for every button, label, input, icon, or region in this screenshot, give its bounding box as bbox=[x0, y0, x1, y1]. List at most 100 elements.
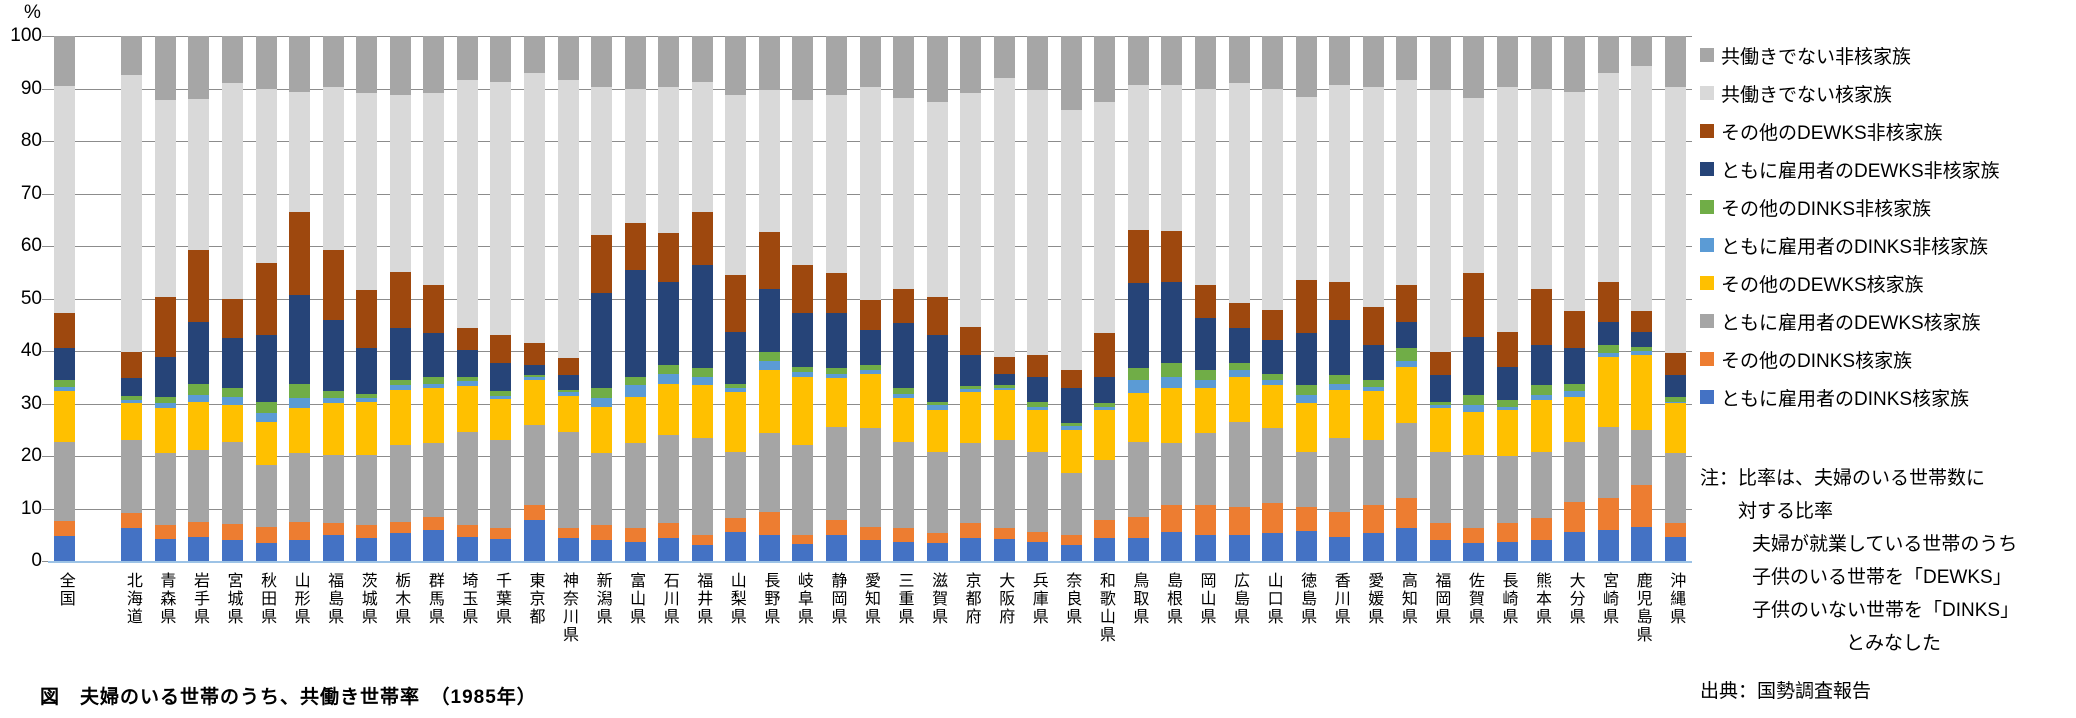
x-tick-label: 千葉県 bbox=[492, 572, 510, 626]
bar-segment bbox=[1295, 333, 1317, 386]
bar-segment bbox=[356, 393, 378, 399]
bar-北海道 bbox=[121, 36, 143, 561]
bar-segment bbox=[1295, 451, 1317, 507]
x-tick-label: 滋賀県 bbox=[929, 572, 947, 626]
bar-segment bbox=[792, 100, 814, 265]
bar-segment bbox=[1329, 438, 1351, 512]
bar-segment bbox=[1496, 366, 1518, 400]
bar-segment bbox=[1597, 321, 1619, 346]
bar-segment bbox=[1027, 406, 1049, 410]
bar-segment bbox=[456, 349, 478, 377]
bar-segment bbox=[1496, 523, 1518, 542]
bar-segment bbox=[1329, 389, 1351, 439]
bar-segment bbox=[1295, 280, 1317, 334]
bar-segment bbox=[289, 521, 311, 540]
x-tick-label: 宮城県 bbox=[224, 572, 242, 626]
bar-segment bbox=[456, 381, 478, 386]
bar-segment bbox=[255, 542, 277, 561]
bar-segment bbox=[1631, 346, 1653, 352]
bar-segment bbox=[1195, 369, 1216, 380]
bar-segment bbox=[1664, 375, 1686, 397]
bar-segment bbox=[1161, 36, 1183, 85]
bar-segment bbox=[1060, 36, 1082, 110]
legend-swatch-icon bbox=[1700, 200, 1714, 214]
bar-segment bbox=[289, 539, 311, 561]
bar-segment bbox=[222, 83, 244, 299]
bar-segment bbox=[356, 524, 378, 539]
bar-segment bbox=[1429, 90, 1451, 352]
bar-segment bbox=[725, 383, 747, 389]
legend-item: その他のDINKS核家族 bbox=[1700, 340, 2000, 378]
legend-label: その他のDINKS核家族 bbox=[1721, 350, 1913, 372]
bar-segment bbox=[322, 250, 344, 320]
source-text: 出典：国勢調査報告 bbox=[1700, 681, 1872, 702]
bar-segment bbox=[1195, 318, 1216, 370]
bar-segment bbox=[255, 36, 277, 89]
bar-segment bbox=[691, 264, 713, 369]
bar-segment bbox=[1463, 411, 1485, 455]
bar-segment bbox=[356, 454, 378, 525]
y-tick-mark bbox=[42, 141, 48, 142]
bar-沖縄県 bbox=[1664, 36, 1686, 561]
bar-segment bbox=[1262, 310, 1284, 340]
bar-segment bbox=[1396, 348, 1418, 362]
bar-segment bbox=[1530, 399, 1552, 452]
bar-segment bbox=[1228, 534, 1250, 561]
x-tick-label: 長野県 bbox=[761, 572, 779, 626]
bar-segment bbox=[1329, 536, 1351, 561]
bar-兵庫県 bbox=[1027, 36, 1049, 561]
bar-segment bbox=[859, 428, 881, 527]
bar-segment bbox=[557, 431, 579, 529]
bar-segment bbox=[456, 80, 478, 329]
bar-segment bbox=[1060, 423, 1082, 427]
y-tick-mark bbox=[42, 456, 48, 457]
bar-segment bbox=[1060, 388, 1082, 424]
bar-segment bbox=[725, 392, 747, 452]
bar-segment bbox=[960, 93, 982, 327]
bar-segment bbox=[1127, 283, 1149, 369]
bar-segment bbox=[926, 451, 948, 534]
bar-segment bbox=[456, 524, 478, 537]
bar-segment bbox=[456, 36, 478, 81]
x-tick-label: 福島県 bbox=[325, 572, 343, 626]
bar-segment bbox=[188, 521, 210, 538]
legend-label: 共働きでない核家族 bbox=[1721, 84, 1893, 106]
bar-segment bbox=[423, 36, 445, 94]
legend-item: ともに雇用者のDINKS核家族 bbox=[1700, 378, 2000, 416]
x-tick-label: 秋田県 bbox=[258, 572, 276, 626]
bar-segment bbox=[1329, 511, 1351, 537]
bar-長野県 bbox=[758, 36, 780, 561]
bar-segment bbox=[1631, 526, 1653, 561]
bar-segment bbox=[926, 101, 948, 297]
bar-segment bbox=[725, 274, 747, 332]
bar-segment bbox=[322, 320, 344, 392]
y-tick-label: 30 bbox=[20, 392, 42, 414]
bar-福井県 bbox=[691, 36, 713, 561]
bar-segment bbox=[1161, 504, 1183, 532]
bar-segment bbox=[289, 408, 311, 454]
x-tick-label: 鳥取県 bbox=[1130, 572, 1148, 626]
bar-segment bbox=[591, 234, 613, 294]
bar-segment bbox=[691, 438, 713, 535]
bar-segment bbox=[1228, 369, 1250, 377]
bar-segment bbox=[1463, 395, 1485, 406]
bar-segment bbox=[289, 36, 311, 92]
bar-segment bbox=[423, 529, 445, 561]
bar-segment bbox=[1094, 403, 1116, 407]
bar-segment bbox=[1060, 545, 1082, 561]
bar-segment bbox=[557, 537, 579, 561]
bar-segment bbox=[1295, 36, 1317, 97]
bar-segment bbox=[154, 36, 176, 101]
bar-徳島県 bbox=[1295, 36, 1317, 561]
bar-segment bbox=[1262, 533, 1284, 561]
y-tick-label: 40 bbox=[20, 340, 42, 361]
bar-segment bbox=[1564, 383, 1586, 392]
bar-segment bbox=[993, 528, 1015, 539]
x-tick-label: 和歌山県 bbox=[1096, 572, 1114, 644]
bar-segment bbox=[825, 373, 847, 379]
bar-segment bbox=[1429, 375, 1451, 402]
bar-segment bbox=[1262, 36, 1284, 89]
bar-segment bbox=[691, 211, 713, 265]
bar-segment bbox=[1262, 339, 1284, 374]
bar-岡山県 bbox=[1195, 36, 1216, 561]
